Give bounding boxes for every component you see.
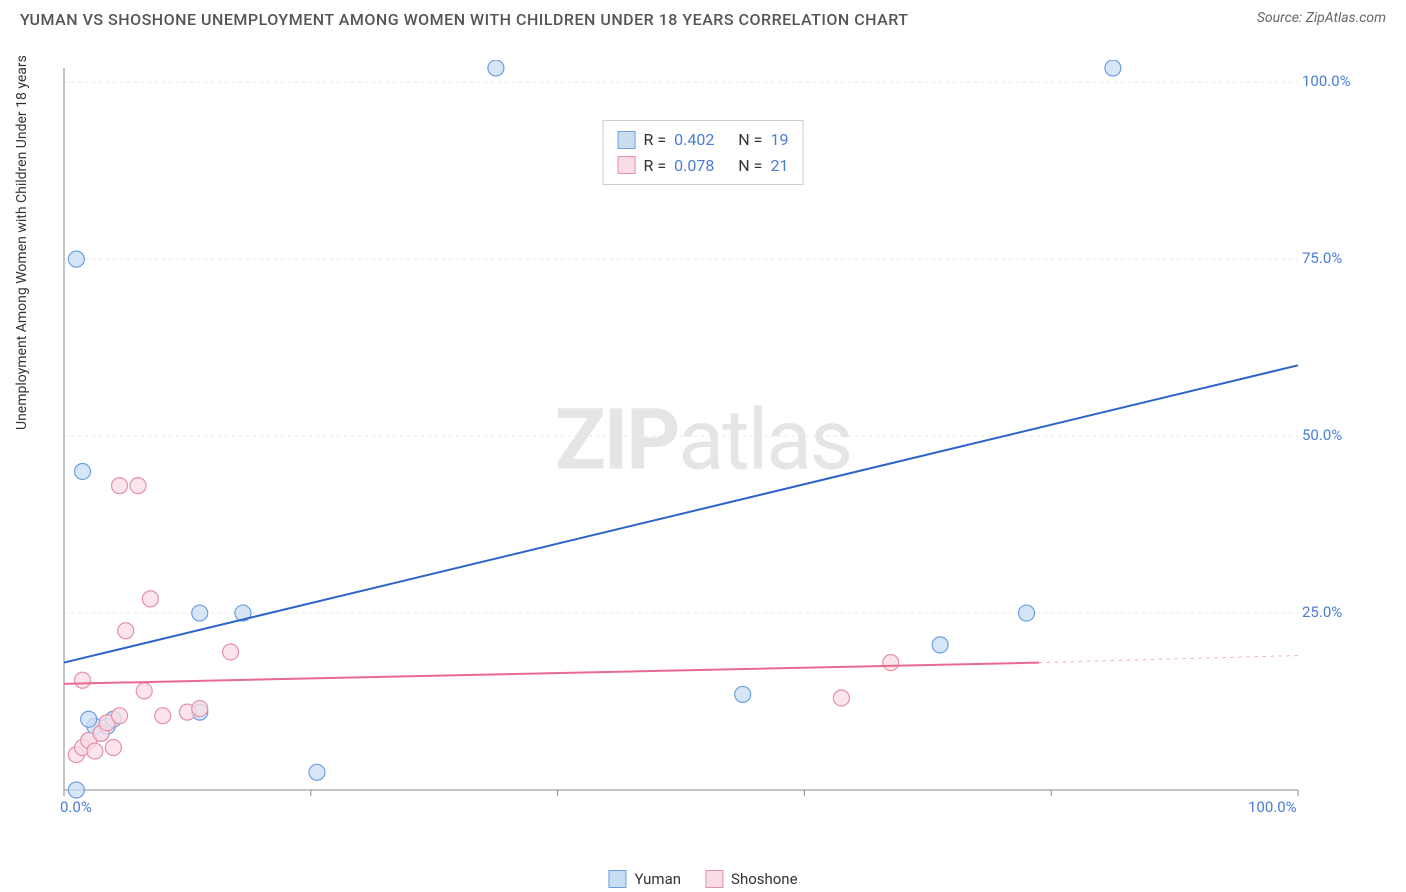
legend-swatch [705,870,723,888]
source-attribution: Source: ZipAtlas.com [1257,10,1386,26]
chart-title: YUMAN VS SHOSHONE UNEMPLOYMENT AMONG WOM… [20,10,909,29]
chart-plot-area: ZIPatlas 0.0%100.0%25.0%50.0%75.0%100.0%… [58,60,1348,820]
legend-r-value: 0.078 [674,153,714,179]
y-tick-label: 50.0% [1302,426,1342,444]
legend-r-value: 0.402 [674,127,714,153]
legend-swatch [618,156,636,174]
legend-correlation-row: R = 0.402 N = 19 [618,127,789,153]
legend-n-value: 21 [770,153,788,179]
legend-r-label: R = [644,127,667,153]
legend-series: Yuman Shoshone [608,870,797,888]
legend-n-label: N = [738,153,762,179]
legend-series-item: Yuman [608,870,681,888]
y-tick-label: 100.0% [1302,72,1351,90]
legend-swatch [618,131,636,149]
legend-correlation-box: R = 0.402 N = 19 R = 0.078 N = 21 [603,120,804,185]
legend-swatch [608,870,626,888]
legend-n-value: 19 [770,127,788,153]
legend-n-label: N = [738,127,762,153]
legend-series-item: Shoshone [705,870,798,888]
x-tick-label: 0.0% [60,798,92,816]
y-tick-label: 25.0% [1302,603,1342,621]
legend-series-label: Yuman [634,870,681,888]
x-tick-label: 100.0% [1248,798,1297,816]
y-tick-label: 75.0% [1302,249,1342,267]
legend-series-label: Shoshone [731,870,798,888]
legend-r-label: R = [644,153,667,179]
y-axis-label: Unemployment Among Women with Children U… [14,55,30,430]
legend-correlation-row: R = 0.078 N = 21 [618,153,789,179]
